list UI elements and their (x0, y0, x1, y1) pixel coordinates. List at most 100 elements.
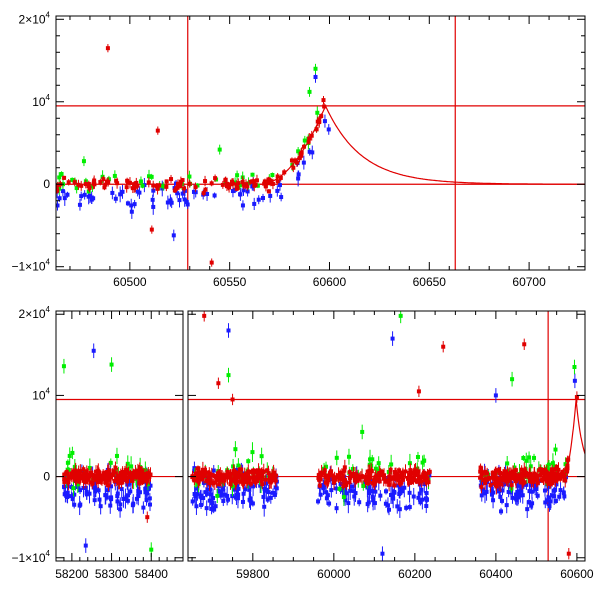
data-point (389, 462, 394, 467)
data-point (317, 472, 322, 477)
x-tick-label: 60500 (113, 275, 147, 289)
data-point (125, 475, 130, 480)
data-point (85, 477, 90, 482)
data-point (554, 464, 559, 469)
y-tick-label: 104 (32, 386, 50, 402)
data-point (125, 493, 130, 498)
data-point (130, 475, 135, 480)
bottom-plot-frame (187, 310, 586, 562)
data-point (234, 468, 239, 473)
data-point (404, 505, 409, 510)
data-point (542, 488, 547, 493)
data-point (138, 478, 143, 483)
data-point (193, 190, 198, 195)
data-point (110, 190, 115, 195)
data-point (70, 497, 75, 502)
data-point (502, 469, 507, 474)
data-point (129, 209, 134, 214)
data-point (256, 476, 261, 481)
data-point (526, 500, 531, 505)
data-point (231, 464, 236, 469)
data-point (203, 187, 208, 192)
data-point (222, 478, 227, 483)
data-point (157, 183, 162, 188)
data-point (504, 471, 509, 476)
data-point (256, 468, 261, 473)
data-point (414, 479, 419, 484)
data-point (522, 480, 527, 485)
data-point (89, 197, 94, 202)
data-point (378, 493, 383, 498)
data-point (329, 488, 334, 493)
data-point (59, 172, 64, 177)
data-point (523, 473, 528, 478)
data-point (417, 491, 422, 496)
data-point (105, 46, 110, 51)
data-point (524, 482, 529, 487)
data-point (316, 476, 321, 481)
data-point (79, 183, 84, 188)
data-point (491, 498, 496, 503)
data-point (270, 181, 275, 186)
data-point (336, 473, 341, 478)
data-point (371, 489, 376, 494)
data-point (205, 487, 210, 492)
data-point (77, 503, 82, 508)
top-plot-area (56, 16, 585, 270)
series (62, 461, 153, 491)
data-point (136, 494, 141, 499)
data-point (65, 495, 70, 500)
data-point (419, 487, 424, 492)
data-point (197, 470, 202, 475)
data-point (147, 496, 152, 501)
data-point (103, 182, 108, 187)
data-point (236, 181, 241, 186)
data-point (373, 489, 378, 494)
data-point (207, 498, 212, 503)
data-point (324, 496, 329, 501)
data-point (255, 183, 260, 188)
data-point (495, 486, 500, 491)
data-point (113, 196, 118, 201)
data-point (262, 504, 267, 509)
data-point (398, 475, 403, 480)
data-point (137, 490, 142, 495)
x-tick-label: 60550 (213, 275, 247, 289)
data-point (513, 479, 518, 484)
data-point (270, 173, 275, 178)
data-point (369, 469, 374, 474)
bottom-axis-segment: 59800 60000 60200 60400 60600 (187, 310, 594, 581)
data-point (291, 165, 296, 170)
data-point (76, 479, 81, 484)
data-point (79, 194, 84, 199)
data-point (397, 490, 402, 495)
data-point (572, 378, 577, 383)
data-point (360, 429, 365, 434)
data-point (85, 473, 90, 478)
data-point (250, 172, 255, 177)
data-point (106, 177, 111, 182)
data-point (240, 180, 245, 185)
data-point (259, 472, 264, 477)
data-point (334, 486, 339, 491)
data-point (155, 185, 160, 190)
data-point (344, 481, 349, 486)
data-point (207, 480, 212, 485)
data-point (315, 110, 320, 115)
data-point (73, 471, 78, 476)
data-point (114, 178, 119, 183)
data-point (527, 455, 532, 460)
data-point (407, 505, 412, 510)
series (56, 71, 331, 242)
data-point (112, 470, 117, 475)
data-point (98, 479, 103, 484)
data-point (520, 493, 525, 498)
data-point (236, 492, 241, 497)
data-point (127, 481, 132, 486)
data-point (507, 473, 512, 478)
data-point (225, 493, 230, 498)
data-point (177, 198, 182, 203)
data-point (187, 174, 192, 179)
data-point (212, 473, 217, 478)
data-point (542, 471, 547, 476)
